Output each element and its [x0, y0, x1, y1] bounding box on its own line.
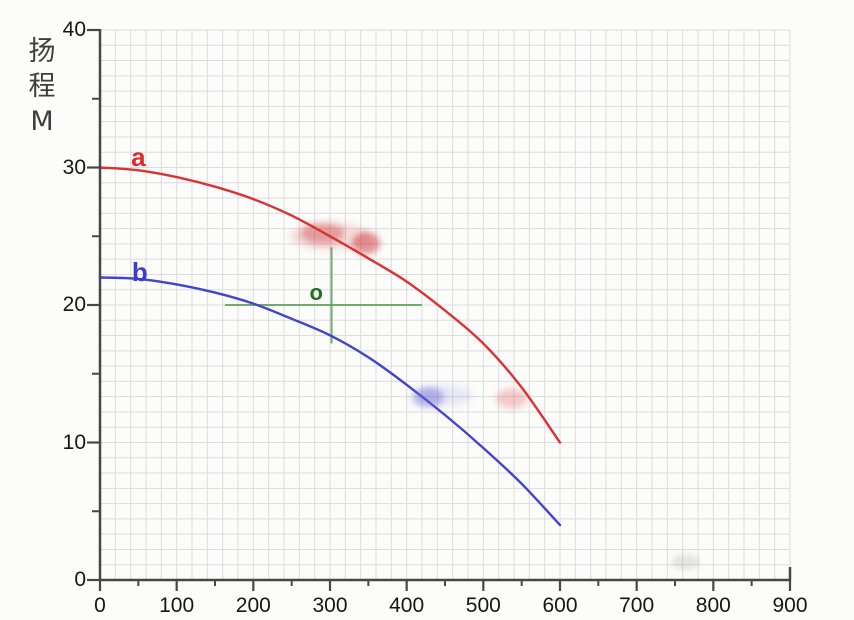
smudge-artifacts [290, 222, 700, 571]
x-tick-label: 400 [389, 594, 425, 617]
smudge-mark [671, 554, 700, 571]
x-tick-label: 200 [235, 594, 271, 617]
y-tick-label: 30 [62, 155, 86, 179]
x-tick-label: 800 [695, 594, 731, 617]
smudge-mark [412, 387, 445, 408]
operating-point-label: o [309, 279, 323, 305]
smudge-mark [352, 232, 381, 255]
x-tick-label: 100 [159, 594, 195, 617]
smudge-mark [495, 388, 528, 409]
curve-b [98, 276, 562, 527]
axes-and-ticks [87, 28, 792, 591]
curve-label-b: b [131, 257, 148, 287]
smudge-mark [300, 223, 345, 244]
y-tick-label: 0 [74, 568, 86, 591]
x-tick-label: 500 [465, 594, 501, 617]
y-axis-title-char: M [30, 106, 54, 137]
x-tick-label: 0 [94, 594, 106, 617]
x-tick-label: 700 [619, 594, 655, 617]
curve-label-a: a [131, 141, 146, 172]
grid-lines [99, 29, 791, 581]
y-tick-label: 10 [62, 430, 86, 454]
x-tick-label: 300 [312, 594, 348, 617]
y-tick-label: 40 [62, 18, 86, 41]
x-tick-label: 900 [772, 594, 808, 617]
x-tick-label: 600 [542, 594, 578, 617]
y-axis-title-char: 程 [28, 71, 56, 102]
y-tick-label: 20 [62, 293, 86, 316]
y-axis-title: 扬 程 M [24, 34, 60, 139]
y-axis-title-char: 扬 [28, 36, 56, 67]
